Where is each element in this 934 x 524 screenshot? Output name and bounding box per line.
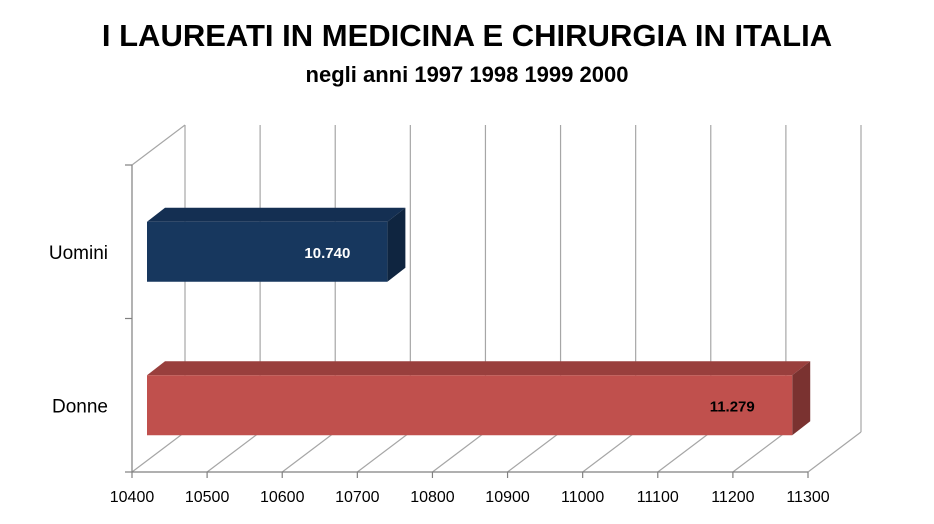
floor-gridline: [281, 431, 336, 473]
value-tick-label: 10500: [185, 489, 230, 506]
bar-top-face: [147, 361, 811, 376]
value-tick-label: 10600: [260, 489, 305, 506]
value-tick-label: 11300: [786, 489, 829, 506]
bar-top-face: [147, 207, 406, 222]
value-tick-label: 11100: [637, 489, 679, 506]
value-tick-label: 11200: [711, 489, 754, 506]
floor-gridline: [732, 431, 787, 473]
data-label: 10.740: [304, 245, 350, 262]
floor-gridline: [807, 431, 862, 473]
floor-gridline: [582, 431, 637, 473]
floor-gridline: [356, 431, 411, 473]
value-tick-label: 10900: [485, 489, 530, 506]
chart-title: I LAUREATI IN MEDICINA E CHIRURGIA IN IT…: [101, 18, 833, 53]
value-tick-label: 11000: [561, 489, 604, 506]
bar-donne: [147, 375, 793, 436]
floor-gridline: [507, 431, 561, 473]
value-tick-label: 10700: [335, 489, 380, 506]
floor-gridline: [657, 431, 712, 473]
axes: 10400 10500 10600 10700 10800 10900 11000 11100…: [110, 124, 830, 506]
data-label: 11.279: [710, 398, 755, 415]
category-label: Donne: [52, 396, 108, 417]
floor-gridline: [131, 431, 186, 473]
floor-gridline: [206, 431, 261, 473]
labels: 10.740 Uomini 11.279 Donne: [49, 243, 755, 418]
value-tick-label: 10400: [110, 489, 155, 506]
chart-subtitle: negli anni 1997 1998 1999 2000: [305, 62, 629, 87]
bars: [147, 207, 811, 436]
value-tick-label: 10800: [410, 489, 455, 506]
bar-side-face: [792, 361, 811, 436]
floor-gridline: [432, 431, 486, 473]
bar-side-face: [387, 207, 406, 282]
bar-uomini: [147, 221, 388, 282]
category-label: Uomini: [49, 243, 108, 264]
wall-top-edge: [131, 124, 186, 166]
